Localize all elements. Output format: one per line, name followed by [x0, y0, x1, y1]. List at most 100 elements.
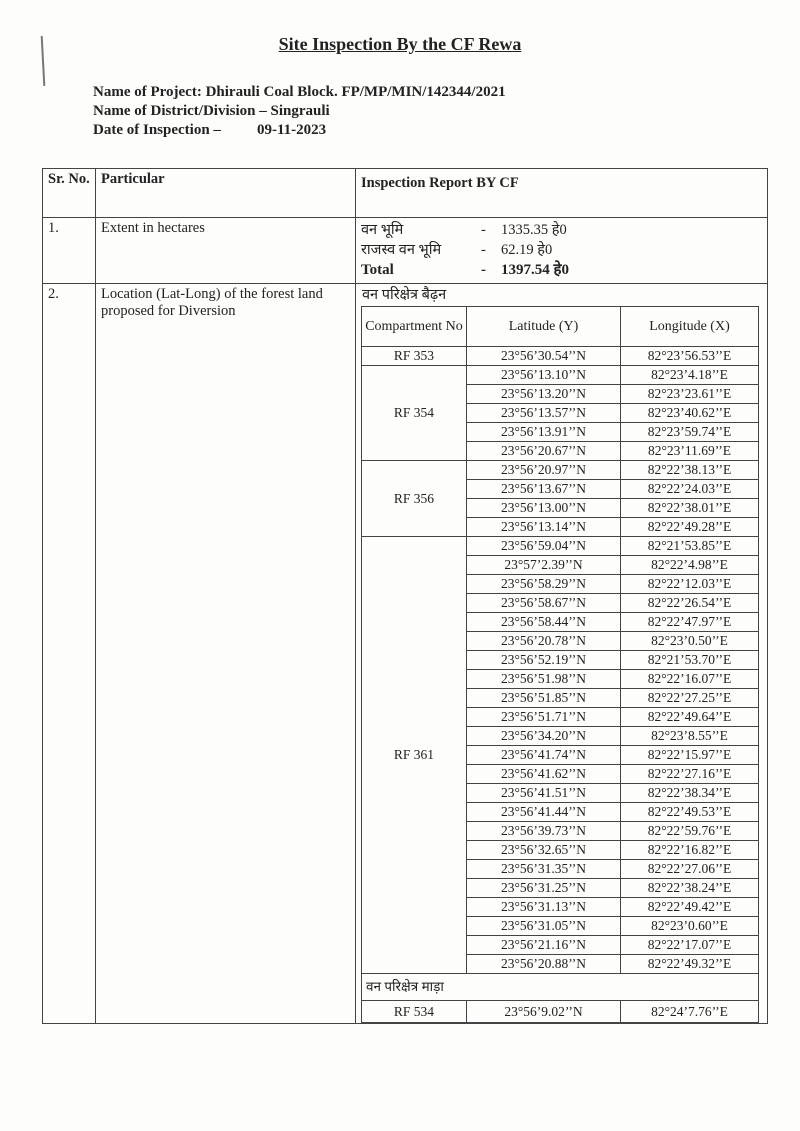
header-compartment: Compartment No	[361, 306, 467, 347]
coordinate-row: RF 356 23°56’20.97’’N 82°22’38.13’’E	[361, 460, 759, 537]
latitude-cell: 23°56’59.04’’N	[466, 536, 621, 556]
latitude-cell: 23°56’41.44’’N	[466, 802, 621, 822]
longitude-cell: 82°21’53.70’’E	[620, 650, 759, 670]
longitude-cell: 82°21’53.85’’E	[620, 536, 759, 556]
longitude-cell: 82°22’27.06’’E	[620, 859, 759, 879]
district-value: Singrauli	[270, 103, 330, 119]
longitude-cell: 82°22’49.28’’E	[620, 517, 759, 537]
project-line: Name of Project: Dhirauli Coal Block. FP…	[93, 84, 506, 101]
location-cell: वन परिक्षेत्र बैढ़न Compartment No Latit…	[355, 283, 768, 1024]
coordinates-header-row: Compartment No Latitude (Y) Longitude (X…	[361, 306, 759, 347]
latitude-cell: 23°56’58.44’’N	[466, 612, 621, 632]
compartment-id: RF 356	[361, 460, 467, 537]
compartment-id: RF 534	[361, 1000, 467, 1023]
district-line: Name of District/Division – Singrauli	[93, 103, 330, 120]
latitude-cell: 23°56’58.67’’N	[466, 593, 621, 613]
project-label: Name of Project:	[93, 84, 202, 100]
latitude-cell: 23°56’58.29’’N	[466, 574, 621, 594]
compartment-id: RF 361	[361, 536, 467, 974]
coordinate-row: 23°56’31.25’’N 82°22’38.24’’E	[362, 878, 759, 898]
longitude-cell: 82°22’27.25’’E	[620, 688, 759, 708]
coordinate-row: RF 361 23°56’59.04’’N 82°21’53.85’’E	[361, 536, 759, 974]
coordinate-row: 23°57’2.39’’N 82°22’4.98’’E	[362, 555, 759, 575]
latitude-cell: 23°56’39.73’’N	[466, 821, 621, 841]
longitude-cell: 82°22’15.97’’E	[620, 745, 759, 765]
compartment-id: RF 354	[361, 365, 467, 461]
longitude-cell: 82°22’38.34’’E	[620, 783, 759, 803]
latitude-cell: 23°56’30.54’’N	[466, 346, 621, 366]
coordinate-row: 23°56’39.73’’N 82°22’59.76’’E	[362, 821, 759, 841]
date-value: 09-11-2023	[257, 122, 327, 138]
latitude-cell: 23°56’13.20’’N	[466, 384, 621, 404]
latitude-cell: 23°56’20.88’’N	[466, 954, 621, 974]
latitude-cell: 23°56’32.65’’N	[466, 840, 621, 860]
coordinate-row: 23°56’58.67’’N 82°22’26.54’’E	[362, 593, 759, 613]
longitude-cell: 82°22’17.07’’E	[620, 935, 759, 955]
latitude-cell: 23°56’41.51’’N	[466, 783, 621, 803]
longitude-cell: 82°23’56.53’’E	[620, 346, 759, 366]
coordinate-row: RF 534 23°56’9.02’’N 82°24’7.76’’E	[361, 1000, 759, 1023]
latitude-cell: 23°56’31.05’’N	[466, 916, 621, 936]
longitude-cell: 82°23’11.69’’E	[620, 441, 759, 461]
coordinate-row: 23°56’13.14’’N 82°22’49.28’’E	[362, 517, 759, 537]
coordinate-row: 23°56’31.05’’N 82°23’0.60’’E	[362, 916, 759, 936]
coordinate-row: 23°56’52.19’’N 82°21’53.70’’E	[362, 650, 759, 670]
header-particular: Particular	[95, 168, 356, 218]
longitude-cell: 82°22’38.01’’E	[620, 498, 759, 518]
latitude-cell: 23°56’31.25’’N	[466, 878, 621, 898]
longitude-cell: 82°23’0.60’’E	[620, 916, 759, 936]
header-latitude: Latitude (Y)	[466, 306, 621, 347]
table-row: 1. Extent in hectares वन भूमि -1335.35 हे…	[42, 217, 768, 284]
latitude-cell: 23°56’13.00’’N	[466, 498, 621, 518]
latitude-cell: 23°56’34.20’’N	[466, 726, 621, 746]
table-header-row: Sr. No. Particular Inspection Report BY …	[42, 168, 768, 218]
compartment-id: RF 353	[361, 346, 467, 366]
latitude-cell: 23°56’13.57’’N	[466, 403, 621, 423]
extent-line: वन भूमि -1335.35 हे0	[361, 222, 567, 238]
coordinate-row: 23°56’13.00’’N 82°22’38.01’’E	[362, 498, 759, 518]
coordinate-row: 23°56’41.62’’N 82°22’27.16’’E	[362, 764, 759, 784]
longitude-cell: 82°22’26.54’’E	[620, 593, 759, 613]
latitude-cell: 23°57’2.39’’N	[466, 555, 621, 575]
header-longitude: Longitude (X)	[620, 306, 759, 347]
page-title: Site Inspection By the CF Rewa	[278, 34, 522, 54]
row-sr: 1.	[42, 217, 96, 284]
header-report: Inspection Report BY CF	[355, 168, 768, 218]
range-title: वन परिक्षेत्र माड़ा	[361, 973, 759, 1001]
table-row: 2. Location (Lat-Long) of the forest lan…	[42, 283, 768, 1024]
coordinate-row: 23°56’13.67’’N 82°22’24.03’’E	[362, 479, 759, 499]
longitude-cell: 82°23’23.61’’E	[620, 384, 759, 404]
header-sr-no: Sr. No.	[42, 168, 96, 218]
district-label: Name of District/Division –	[93, 103, 267, 119]
latitude-cell: 23°56’20.78’’N	[466, 631, 621, 651]
longitude-cell: 82°24’7.76’’E	[620, 1000, 759, 1023]
coordinate-row: 23°56’21.16’’N 82°22’17.07’’E	[362, 935, 759, 955]
range-row: वन परिक्षेत्र माड़ा	[361, 973, 759, 1001]
latitude-cell: 23°56’13.10’’N	[466, 365, 621, 385]
longitude-cell: 82°22’47.97’’E	[620, 612, 759, 632]
latitude-cell: 23°56’31.13’’N	[466, 897, 621, 917]
longitude-cell: 82°23’4.18’’E	[620, 365, 759, 385]
latitude-cell: 23°56’13.67’’N	[466, 479, 621, 499]
longitude-cell: 82°23’8.55’’E	[620, 726, 759, 746]
project-value: Dhirauli Coal Block. FP/MP/MIN/142344/20…	[205, 84, 506, 100]
row-particular: Extent in hectares	[95, 217, 356, 284]
longitude-cell: 82°22’49.53’’E	[620, 802, 759, 822]
latitude-cell: 23°56’21.16’’N	[466, 935, 621, 955]
coordinate-row: RF 354 23°56’13.10’’N 82°23’4.18’’E	[361, 365, 759, 461]
longitude-cell: 82°23’0.50’’E	[620, 631, 759, 651]
longitude-cell: 82°22’49.32’’E	[620, 954, 759, 974]
longitude-cell: 82°22’4.98’’E	[620, 555, 759, 575]
longitude-cell: 82°22’24.03’’E	[620, 479, 759, 499]
longitude-cell: 82°23’59.74’’E	[620, 422, 759, 442]
latitude-cell: 23°56’51.71’’N	[466, 707, 621, 727]
coordinate-row: 23°56’58.29’’N 82°22’12.03’’E	[362, 574, 759, 594]
extent-total-line: Total -1397.54 हे0	[361, 262, 569, 278]
latitude-cell: 23°56’13.14’’N	[466, 517, 621, 537]
latitude-cell: 23°56’51.98’’N	[466, 669, 621, 689]
longitude-cell: 82°22’49.64’’E	[620, 707, 759, 727]
coordinate-row: 23°56’41.51’’N 82°22’38.34’’E	[362, 783, 759, 803]
coordinate-row: 23°56’34.20’’N 82°23’8.55’’E	[362, 726, 759, 746]
row-particular: Location (Lat-Long) of the forest land p…	[95, 283, 356, 1024]
